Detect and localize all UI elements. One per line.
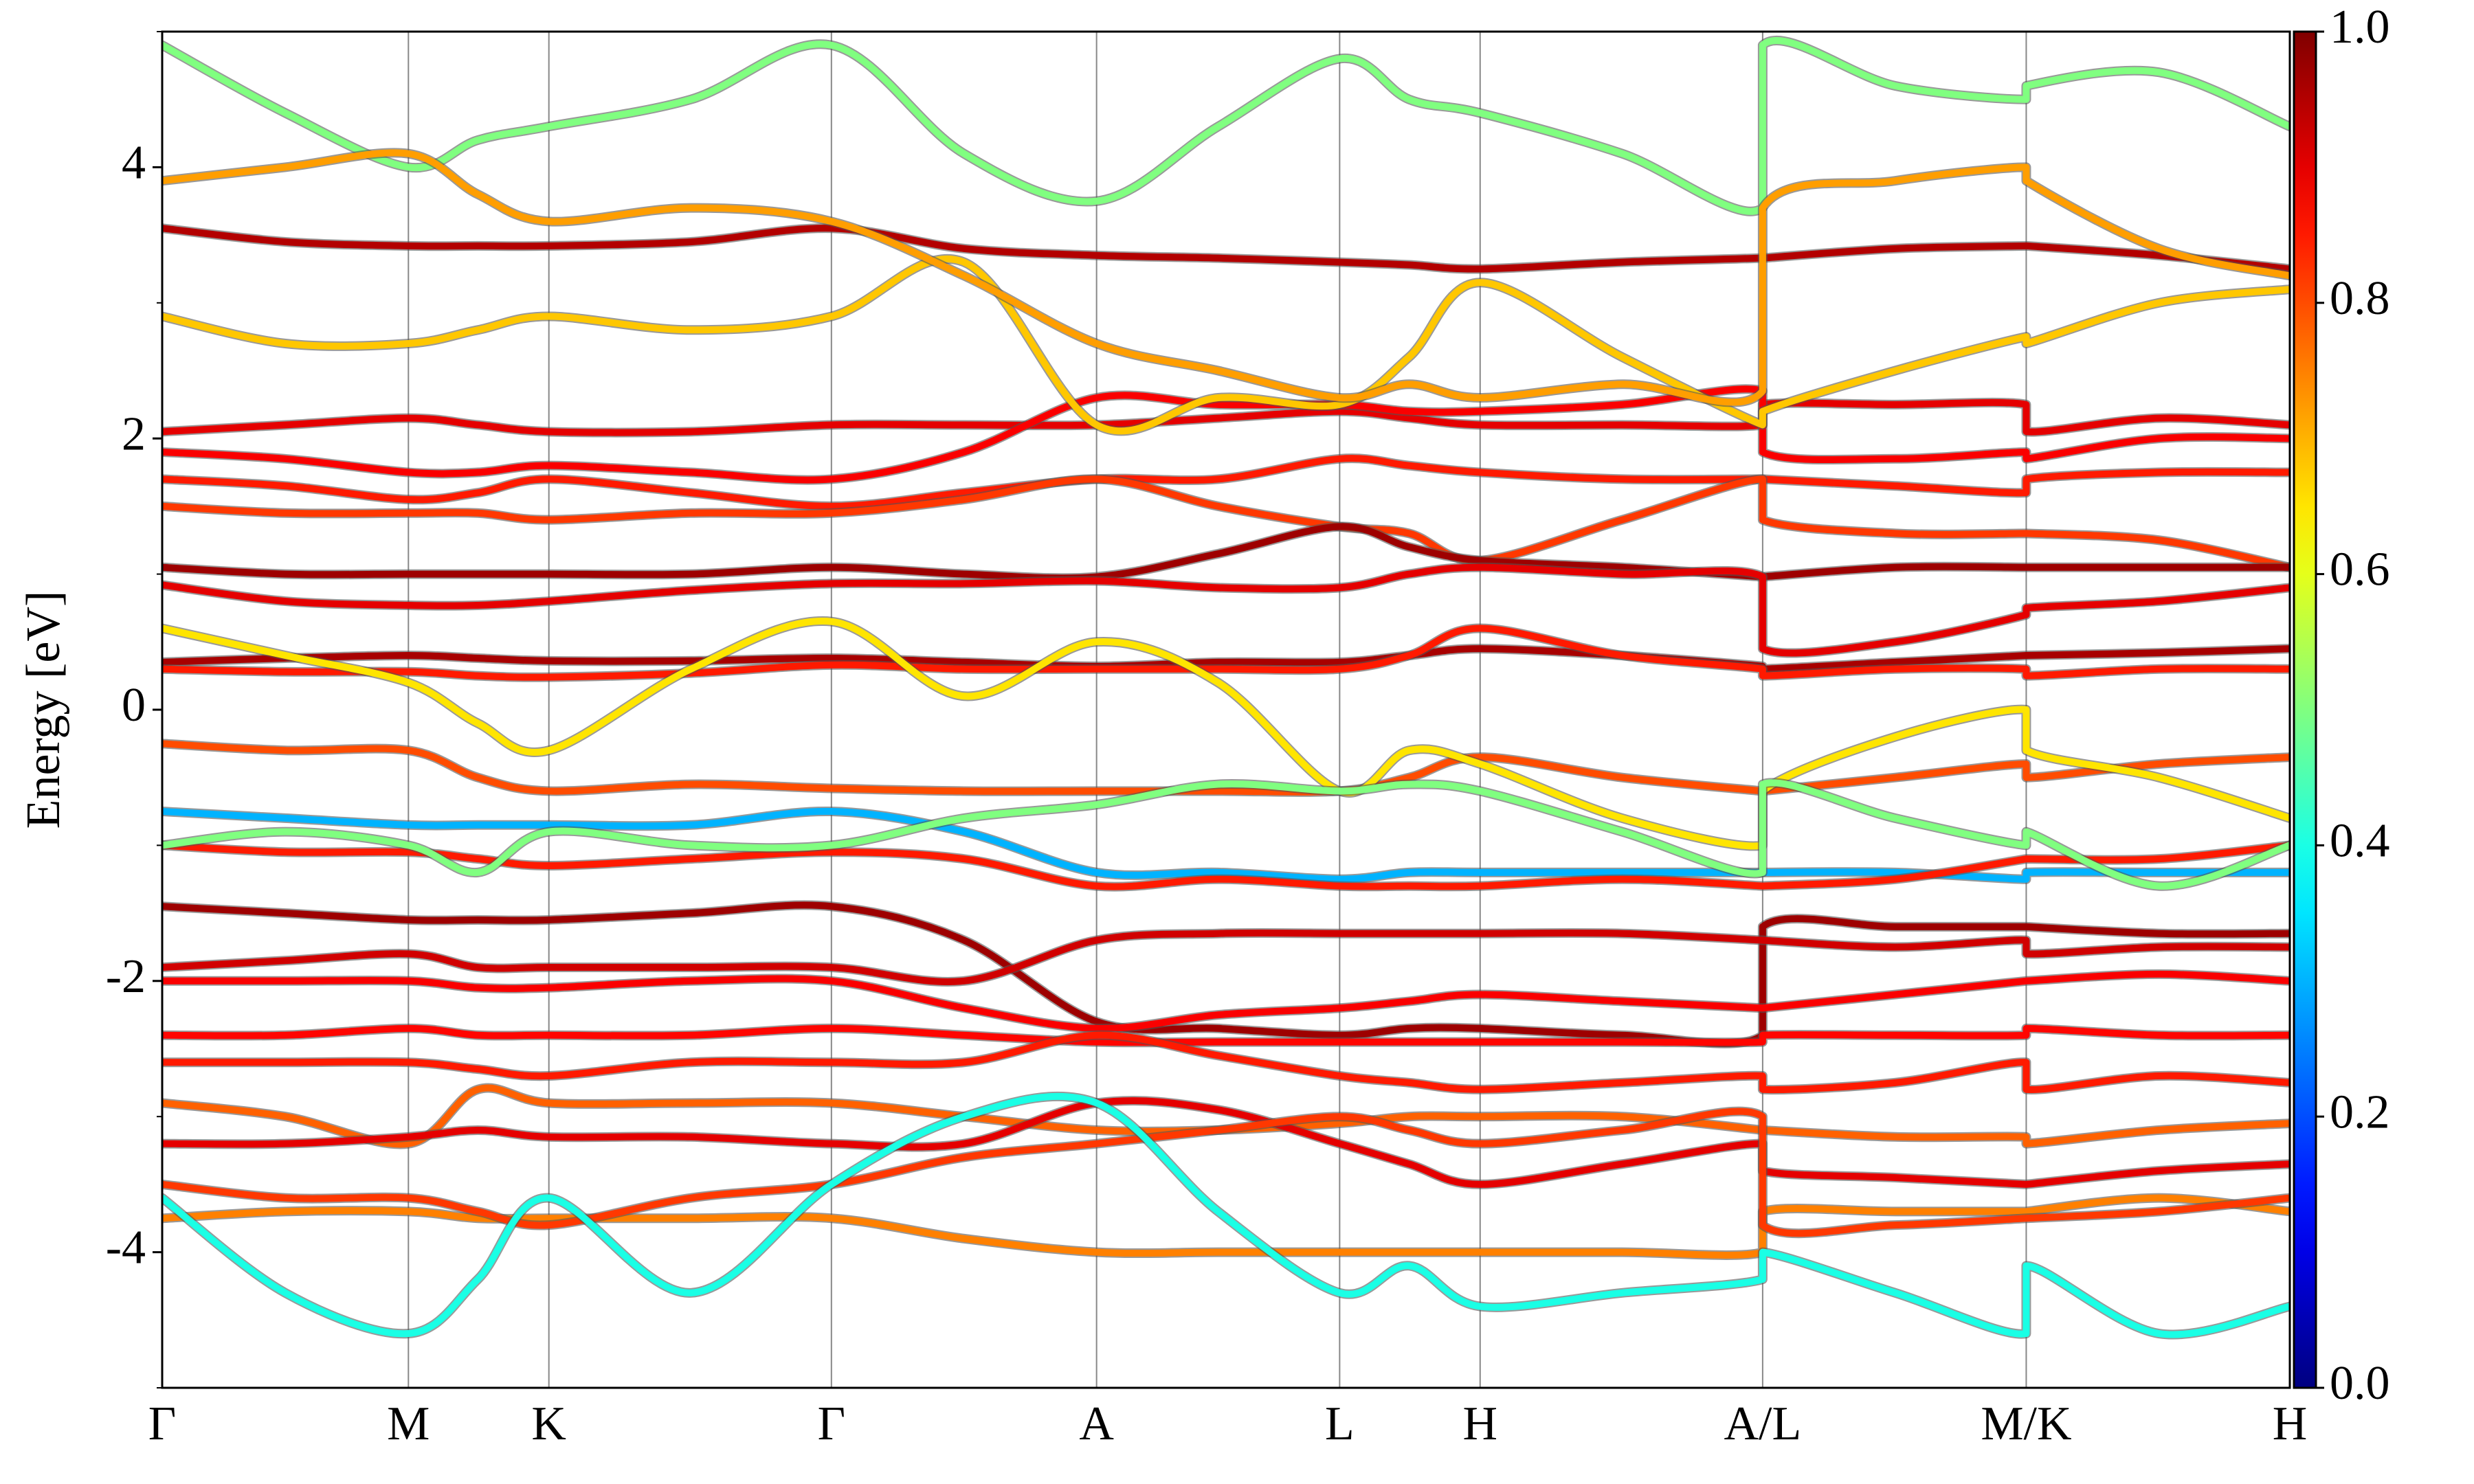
band (162, 807, 2290, 883)
x-tick-label: A/L (1724, 1397, 1802, 1450)
band (162, 1194, 2290, 1259)
colorbar-tick-label: 0.4 (2330, 814, 2390, 867)
x-tick-label: M/K (1981, 1397, 2071, 1450)
band (162, 1031, 2290, 1094)
band (162, 562, 2290, 658)
band (162, 1092, 2290, 1338)
x-tick-label: H (1462, 1397, 1497, 1450)
x-tick-label: M (387, 1397, 430, 1450)
x-tick-label: Γ (148, 1397, 176, 1450)
band (162, 929, 2290, 985)
y-tick-label: 0 (122, 679, 146, 732)
band (162, 398, 2290, 436)
band (162, 740, 2290, 796)
y-tick-label: 4 (122, 136, 146, 189)
y-tick-label: -4 (106, 1222, 146, 1274)
y-axis-label: Energy [eV] (17, 591, 70, 829)
band (162, 1097, 2290, 1188)
x-tick-label: K (531, 1397, 566, 1450)
colorbar-tick-label: 0.0 (2330, 1357, 2390, 1410)
band (162, 149, 2290, 406)
band (162, 969, 2290, 1033)
band (162, 1193, 2290, 1260)
colorbar-tick-label: 0.8 (2330, 272, 2390, 325)
band (162, 563, 2290, 657)
x-tick-label: A (1079, 1397, 1114, 1450)
y-tick-label: 2 (122, 407, 146, 460)
band (162, 455, 2290, 510)
band (162, 1024, 2290, 1046)
colorbar-tick-label: 1.0 (2330, 1, 2390, 54)
band (162, 37, 2290, 215)
band (162, 901, 2290, 1047)
band (162, 225, 2290, 273)
band (162, 255, 2290, 435)
band (162, 475, 2290, 571)
band (162, 148, 2290, 407)
band (162, 1108, 2290, 1237)
band (162, 779, 2290, 890)
colorbar (2293, 30, 2317, 1389)
x-tick-label: H (2273, 1397, 2308, 1450)
band (162, 523, 2290, 582)
bands (162, 36, 2290, 1340)
band (162, 970, 2290, 1032)
band (162, 645, 2290, 673)
band (162, 625, 2290, 681)
x-tick-label: Γ (818, 1397, 845, 1450)
colorbar-tick-label: 0.6 (2330, 543, 2390, 596)
y-tick-label: -2 (106, 950, 146, 1003)
band (162, 36, 2290, 216)
band (162, 453, 2290, 511)
colorbar-tick-label: 0.2 (2330, 1086, 2390, 1138)
band (162, 618, 2290, 850)
x-tick-label: L (1325, 1397, 1355, 1450)
